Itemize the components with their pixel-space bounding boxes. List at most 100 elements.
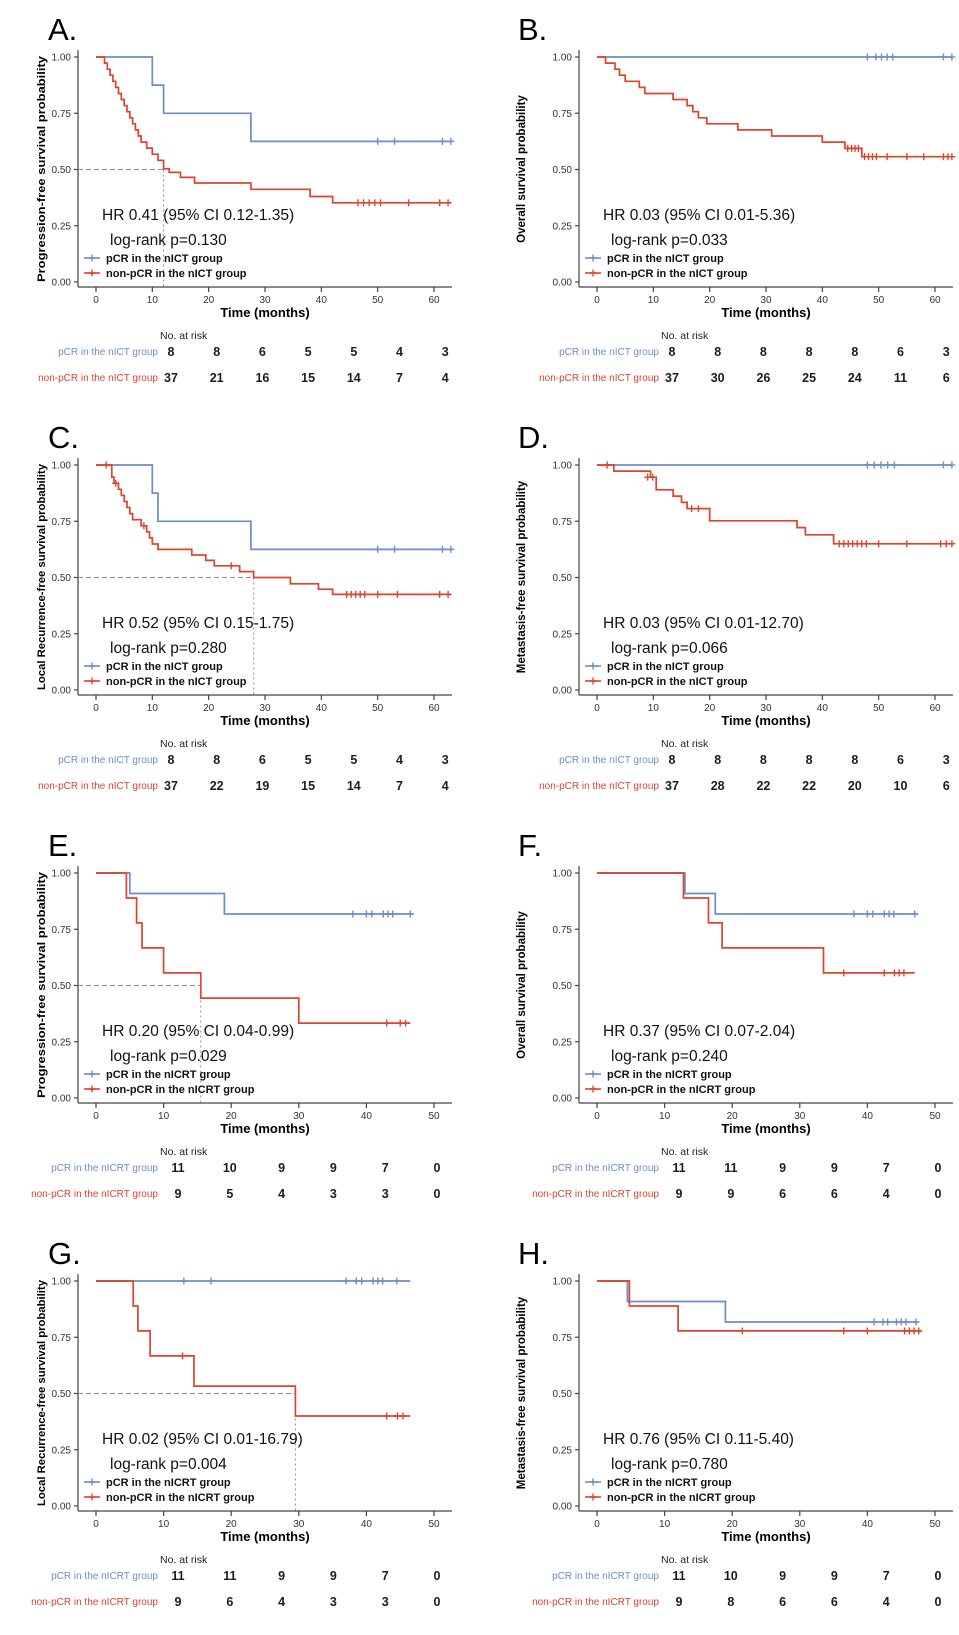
risk-count: 6: [943, 779, 950, 793]
y-tick-label: 1.00: [52, 461, 72, 472]
survival-curve-nonpcr: [96, 56, 451, 204]
legend-label: non-pCR in the nICRT group: [607, 1084, 756, 1096]
survival-curve-pcr: [597, 1280, 919, 1323]
risk-count: 5: [350, 345, 357, 359]
survival-curve-nonpcr: [96, 872, 411, 1024]
legend-label: non-pCR in the nICT group: [607, 268, 748, 280]
y-tick-label: 0.50: [52, 573, 72, 584]
logrank-p-text: log-rank p=0.004: [110, 1456, 227, 1473]
y-tick-label: 0.75: [553, 1333, 573, 1344]
x-tick-label: 50: [929, 1519, 941, 1530]
risk-count: 4: [883, 1595, 890, 1609]
risk-row-label: pCR in the nICT group: [559, 755, 659, 766]
y-tick-label: 0.50: [553, 981, 573, 992]
survival-curve-pcr: [96, 464, 451, 551]
risk-count: 0: [434, 1569, 441, 1583]
logrank-p-text: log-rank p=0.029: [110, 1048, 227, 1065]
survival-curve-pcr: [96, 56, 451, 143]
risk-table-title: No. at risk: [661, 1146, 709, 1158]
x-tick-label: 0: [594, 1111, 600, 1122]
risk-count: 3: [943, 753, 950, 767]
censor-marks-nonpcr: [603, 461, 956, 548]
x-tick-label: 10: [659, 1111, 671, 1122]
x-tick-label: 0: [594, 295, 600, 306]
y-axis-title: Local Recurrence-free survival probabili…: [36, 463, 48, 690]
panel-letter: H.: [518, 1236, 549, 1271]
x-tick-label: 40: [817, 703, 829, 714]
x-axis-title: Time (months): [721, 713, 810, 728]
y-axis-title: Metastasis-free survival probability: [516, 480, 528, 673]
risk-count: 6: [831, 1595, 838, 1609]
risk-count: 37: [665, 779, 679, 793]
y-tick-label: 0.00: [52, 278, 72, 289]
x-tick-label: 50: [873, 703, 885, 714]
risk-row-label: pCR in the nICRT group: [552, 1571, 659, 1582]
panel-e: E. 1.00 0.75 0.50 0.25 0.00 0 10 20 30 40 50 Progres…: [0, 818, 480, 1226]
risk-row-label: non-pCR in the nICT group: [38, 373, 158, 384]
risk-count: 14: [347, 779, 361, 793]
x-tick-label: 40: [817, 295, 829, 306]
x-tick-label: 0: [93, 703, 99, 714]
risk-count: 0: [935, 1187, 942, 1201]
legend: pCR in the nICRT group non-pCR in the nIC…: [84, 1069, 255, 1096]
y-tick-label: 0.25: [553, 1037, 573, 1048]
x-tick-label: 40: [361, 1111, 373, 1122]
legend-label: pCR in the nICRT group: [106, 1069, 231, 1081]
risk-count: 0: [935, 1161, 942, 1175]
risk-row-label: pCR in the nICRT group: [51, 1571, 158, 1582]
risk-count: 9: [278, 1569, 285, 1583]
x-tick-label: 30: [259, 703, 271, 714]
x-tick-label: 10: [648, 703, 660, 714]
legend-label: non-pCR in the nICT group: [607, 676, 748, 688]
legend: pCR in the nICRT group non-pCR in the nIC…: [585, 1069, 756, 1096]
logrank-p-text: log-rank p=0.066: [611, 640, 728, 657]
risk-count: 9: [831, 1161, 838, 1175]
axes: 1.00 0.75 0.50 0.25 0.00 0 10 20 30 40 50: [553, 866, 953, 1122]
risk-count: 37: [164, 371, 178, 385]
x-tick-label: 40: [316, 703, 328, 714]
y-tick-label: 0.25: [553, 221, 573, 232]
x-axis-title: Time (months): [220, 713, 309, 728]
hazard-ratio-text: HR 0.03 (95% CI 0.01-5.36): [603, 207, 795, 224]
risk-count: 15: [301, 371, 315, 385]
censor-marks-pcr: [180, 1277, 401, 1285]
legend-label: non-pCR in the nICT group: [106, 268, 247, 280]
x-tick-label: 0: [594, 1519, 600, 1530]
risk-count: 11: [672, 1569, 685, 1583]
censor-marks-nonpcr: [840, 969, 908, 977]
censor-marks-pcr: [863, 461, 956, 469]
censor-marks-pcr: [349, 910, 414, 918]
x-axis-title: Time (months): [220, 1121, 309, 1136]
x-tick-label: 20: [727, 1111, 739, 1122]
risk-row-label: non-pCR in the nICRT group: [31, 1189, 158, 1200]
risk-count: 6: [943, 371, 950, 385]
risk-count: 37: [164, 779, 178, 793]
survival-curve-nonpcr: [597, 56, 952, 158]
risk-count: 25: [802, 371, 816, 385]
risk-count: 5: [305, 345, 312, 359]
legend: pCR in the nICT group non-pCR in the nICT…: [585, 253, 748, 280]
hazard-ratio-text: HR 0.02 (95% CI 0.01-16.79): [102, 1431, 303, 1448]
risk-count: 20: [848, 779, 862, 793]
risk-count: 11: [672, 1161, 685, 1175]
risk-count: 9: [779, 1569, 786, 1583]
x-tick-label: 60: [428, 295, 440, 306]
axes: 1.00 0.75 0.50 0.25 0.00 0 10 20 30 40 50: [553, 1274, 953, 1530]
x-tick-label: 50: [873, 295, 885, 306]
x-tick-label: 20: [226, 1111, 238, 1122]
y-axis-title: Overall survival probability: [516, 911, 528, 1059]
x-tick-label: 30: [794, 1519, 806, 1530]
x-tick-label: 10: [147, 295, 159, 306]
censor-marks-pcr: [863, 53, 956, 61]
x-tick-label: 20: [704, 295, 716, 306]
panel-g: G. 1.00 0.75 0.50 0.25 0.00 0 10 20 30 40 50 Local R…: [0, 1226, 480, 1634]
risk-count: 37: [665, 371, 679, 385]
risk-count: 7: [396, 779, 403, 793]
risk-table-title: No. at risk: [661, 738, 709, 750]
risk-count: 4: [396, 345, 403, 359]
axes: 1.00 0.75 0.50 0.25 0.00 0 10 20 30 40 50 60: [553, 458, 953, 714]
legend-label: non-pCR in the nICRT group: [106, 1492, 255, 1504]
